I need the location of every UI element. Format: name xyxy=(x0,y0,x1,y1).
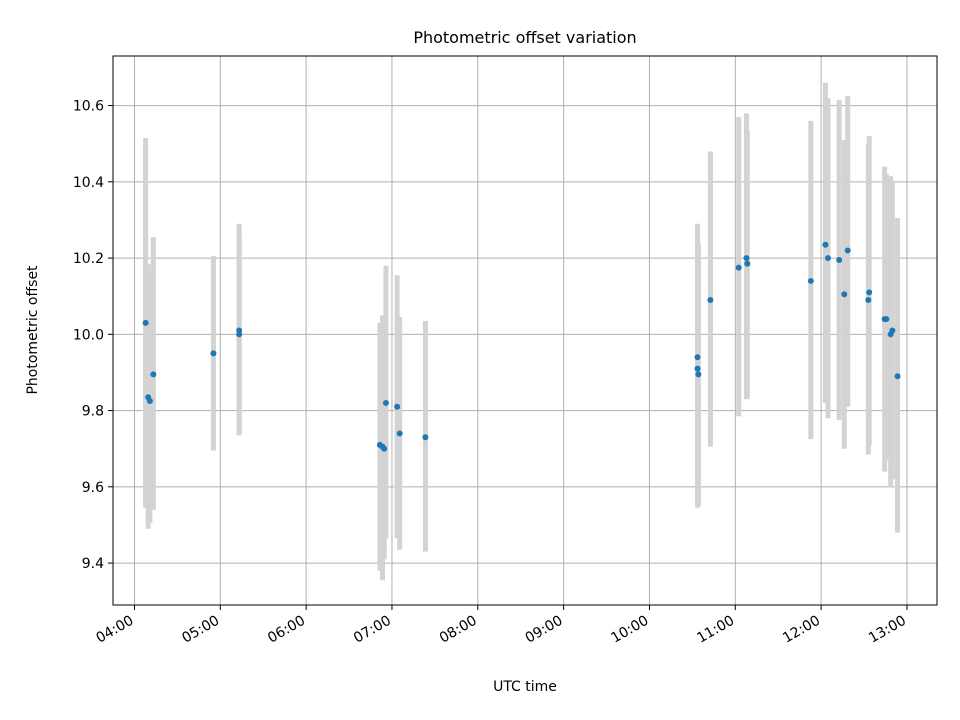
data-point xyxy=(824,255,831,262)
data-points xyxy=(142,241,901,452)
x-tick-label: 04:00 xyxy=(94,613,137,647)
x-tick-label: 10:00 xyxy=(609,613,652,647)
data-point xyxy=(381,445,388,452)
grid-lines xyxy=(113,56,937,605)
x-tick-label: 09:00 xyxy=(523,613,566,647)
x-tick-label: 07:00 xyxy=(351,613,394,647)
data-point xyxy=(210,350,217,357)
y-axis-ticks: 9.4 9.6 9.8 10.0 10.2 10.4 10.6 xyxy=(73,99,113,572)
x-tick-label: 12:00 xyxy=(780,613,823,647)
data-point xyxy=(694,354,701,361)
data-point xyxy=(865,297,872,303)
y-tick-label: 10.4 xyxy=(73,175,104,191)
data-point xyxy=(889,327,896,334)
data-point xyxy=(694,365,701,372)
data-point xyxy=(844,247,851,254)
data-point xyxy=(396,430,403,437)
data-point xyxy=(841,291,848,298)
data-point xyxy=(382,399,389,406)
y-tick-label: 10.6 xyxy=(73,99,104,115)
data-point xyxy=(422,434,429,441)
data-point xyxy=(894,373,901,380)
data-point xyxy=(146,398,153,405)
error-bars xyxy=(143,82,901,581)
x-axis-label: UTC time xyxy=(493,679,557,695)
y-tick-label: 10.0 xyxy=(73,327,104,343)
data-point xyxy=(836,256,843,263)
data-point xyxy=(743,255,750,262)
data-point xyxy=(883,316,890,323)
x-axis-ticks: 04:00 05:00 06:00 07:00 08:00 09:00 10:00 11:00… xyxy=(94,605,909,647)
plot-area-frame xyxy=(112,55,938,606)
y-tick-label: 9.4 xyxy=(82,556,104,572)
y-tick-label: 9.8 xyxy=(82,404,104,420)
data-point xyxy=(150,371,157,378)
data-point xyxy=(707,297,714,303)
y-tick-label: 10.2 xyxy=(73,251,104,267)
x-tick-label: 11:00 xyxy=(694,613,737,647)
x-tick-label: 05:00 xyxy=(179,613,222,647)
data-point xyxy=(744,260,751,267)
y-axis-label: Photometric offset xyxy=(25,265,41,395)
data-point xyxy=(142,319,149,326)
data-point xyxy=(236,331,243,338)
data-point xyxy=(394,403,401,410)
data-point xyxy=(866,289,873,296)
x-tick-label: 08:00 xyxy=(437,613,480,647)
data-point xyxy=(807,277,814,284)
x-tick-label: 06:00 xyxy=(265,613,308,647)
chart-title: Photometric offset variation xyxy=(413,28,636,47)
x-tick-label: 13:00 xyxy=(866,613,909,647)
y-tick-label: 9.6 xyxy=(82,480,104,496)
data-point xyxy=(695,371,702,378)
data-point xyxy=(822,241,829,248)
data-point xyxy=(735,264,742,271)
